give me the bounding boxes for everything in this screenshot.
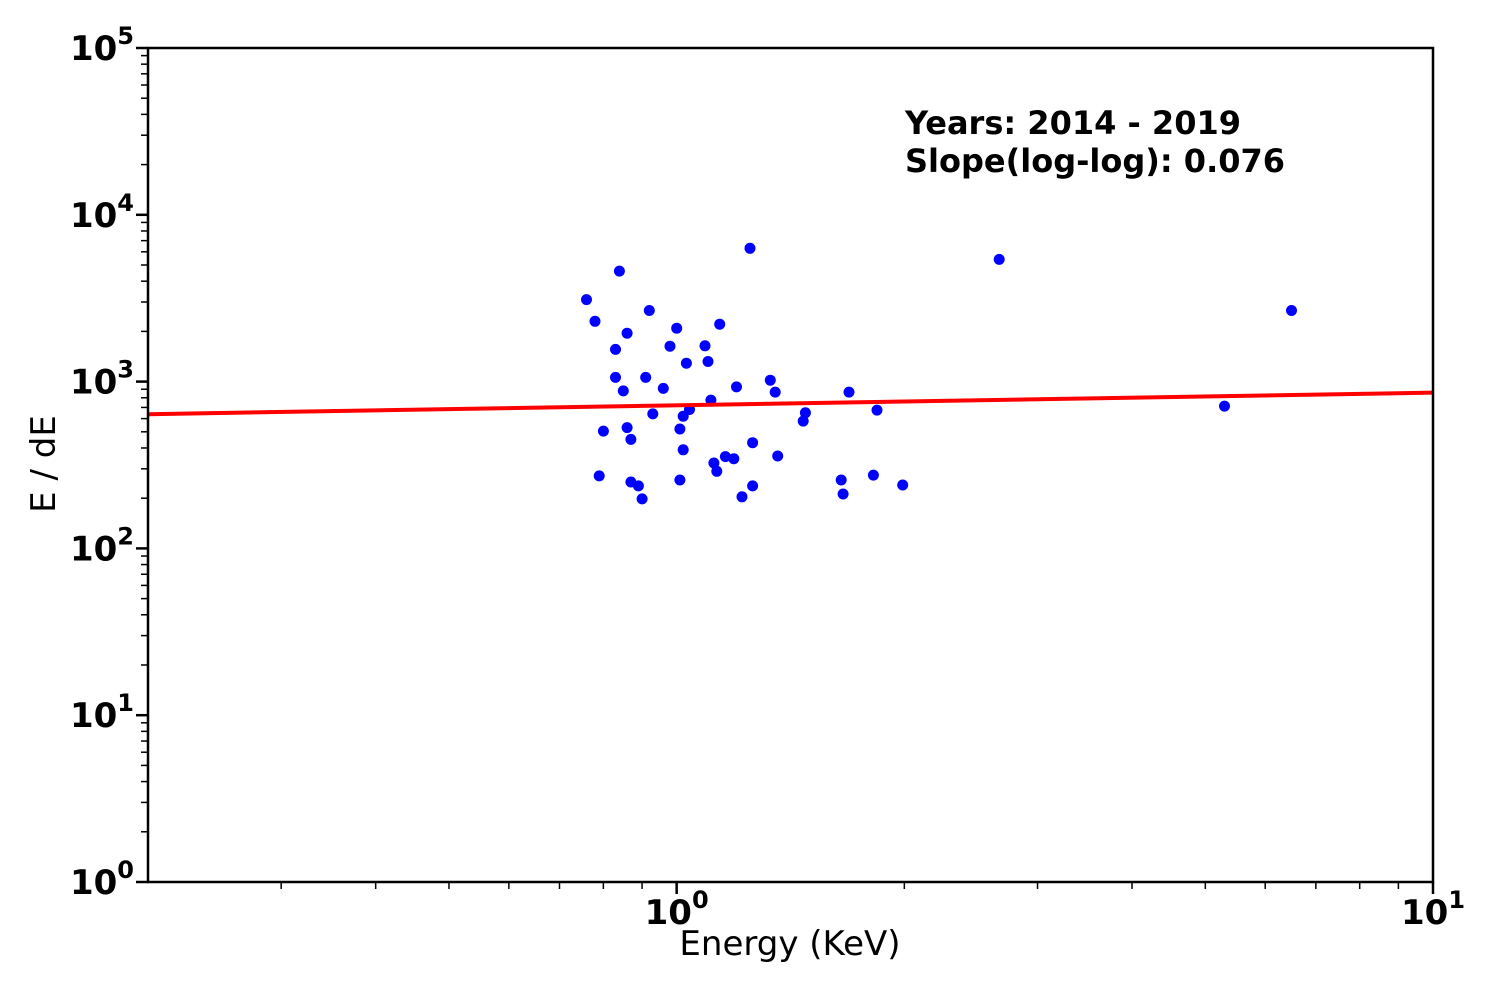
x-tick-label: 101 bbox=[1401, 886, 1465, 933]
fit-line bbox=[147, 390, 1434, 417]
scatter-point bbox=[769, 386, 781, 398]
scatter-point bbox=[677, 444, 689, 456]
scatter-point bbox=[797, 415, 809, 427]
scatter-point bbox=[593, 470, 605, 482]
scatter-point bbox=[731, 381, 742, 393]
scatter-point bbox=[837, 488, 849, 500]
y-tick-label: 105 bbox=[70, 22, 134, 69]
scatter-point bbox=[1219, 400, 1230, 412]
scatter-point bbox=[657, 382, 669, 394]
scatter-point bbox=[708, 457, 720, 469]
y-tick-label: 104 bbox=[70, 189, 134, 236]
scatter-point bbox=[772, 450, 784, 462]
scatter-point bbox=[610, 343, 621, 355]
scatter-point bbox=[632, 480, 644, 492]
scatter-point bbox=[621, 327, 633, 339]
scatter-point bbox=[647, 408, 659, 420]
scatter-point bbox=[1286, 305, 1297, 316]
scatter-point bbox=[719, 451, 731, 463]
annotation-slope: Slope(log-log): 0.076 bbox=[905, 142, 1286, 180]
axes-spines bbox=[146, 46, 1435, 884]
scatter-point bbox=[714, 318, 726, 330]
scatter-point bbox=[674, 474, 686, 486]
scatter-point bbox=[621, 422, 633, 434]
x-axis-label: Energy (KeV) bbox=[679, 924, 901, 964]
scatter-point bbox=[744, 242, 756, 254]
scatter-point bbox=[625, 433, 637, 445]
x-tick-label: 100 bbox=[645, 886, 709, 933]
scatter-point bbox=[897, 479, 909, 491]
scatter-point bbox=[680, 357, 692, 369]
scatter-point bbox=[764, 374, 776, 386]
scatter-point bbox=[674, 423, 686, 435]
y-tick-label: 101 bbox=[70, 689, 134, 736]
scatter-point bbox=[699, 340, 711, 352]
scatter-point bbox=[643, 305, 655, 316]
y-tick-label: 100 bbox=[70, 856, 134, 903]
annotation-block: Years: 2014 - 2019 Slope(log-log): 0.076 bbox=[905, 104, 1285, 180]
scatter-point bbox=[747, 480, 759, 492]
scatter-point bbox=[843, 386, 855, 398]
y-tick-label: 102 bbox=[70, 522, 134, 569]
scatter-point bbox=[702, 356, 714, 367]
scatter-point bbox=[867, 469, 879, 481]
scatter-point bbox=[677, 410, 689, 422]
scatter-point bbox=[747, 437, 759, 449]
y-axis-label: E / dE bbox=[24, 415, 64, 513]
annotation-years: Years: 2014 - 2019 bbox=[905, 104, 1241, 142]
scatter-point bbox=[640, 371, 652, 383]
y-tick-label: 103 bbox=[70, 356, 134, 403]
scatter-point bbox=[728, 453, 740, 465]
scatter-point bbox=[871, 404, 883, 416]
scatter-point bbox=[636, 493, 648, 505]
scatter-point bbox=[610, 371, 621, 383]
scatter-point bbox=[589, 315, 601, 327]
scatter-point bbox=[736, 491, 748, 503]
scatter-point bbox=[993, 253, 1005, 265]
scatter-point bbox=[711, 465, 723, 477]
scatter-point bbox=[664, 340, 676, 352]
scatter-point bbox=[613, 265, 625, 277]
scatter-point bbox=[581, 294, 592, 306]
scatter-point bbox=[671, 322, 683, 334]
scatter-point bbox=[799, 407, 811, 419]
scatter-point bbox=[617, 385, 629, 397]
scatter-point bbox=[597, 425, 609, 437]
scatter-point bbox=[835, 474, 847, 486]
